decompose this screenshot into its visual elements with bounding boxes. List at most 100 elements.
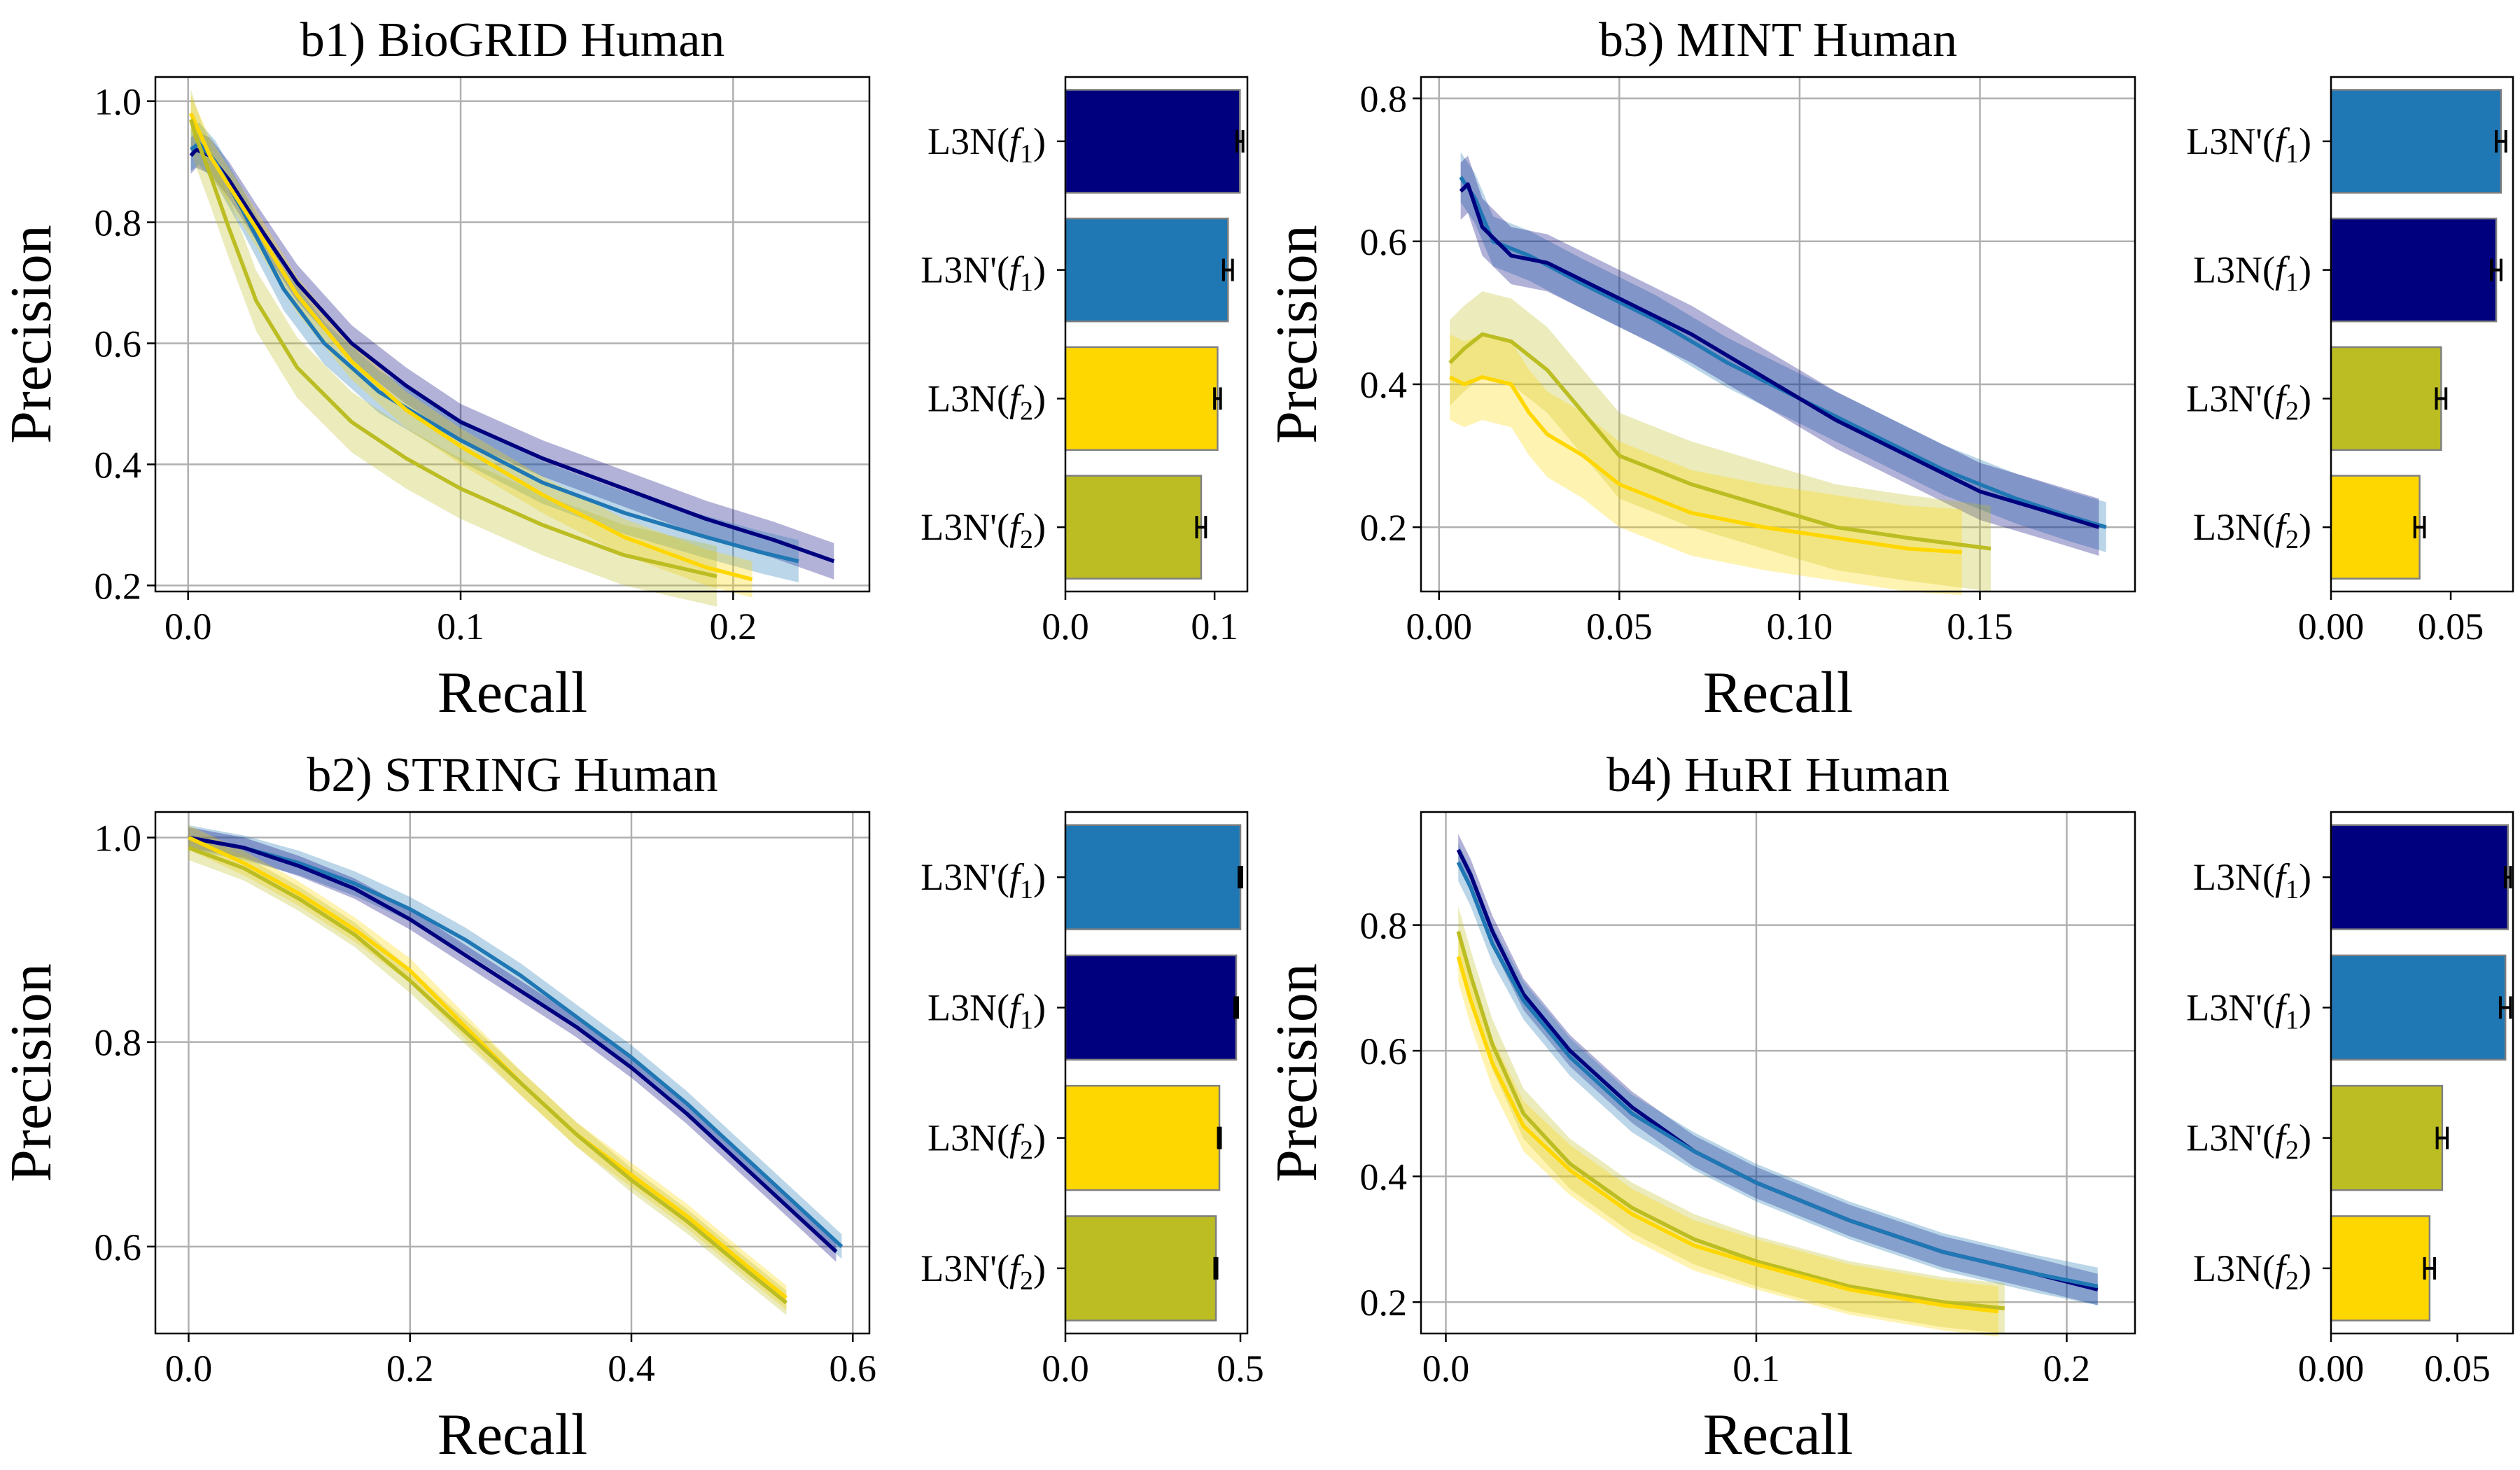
x-axis-label: Recall [1703, 1402, 1854, 1467]
bar-label: L3N(f2) [2193, 1247, 2311, 1296]
bar-label-name: L3N' [920, 856, 997, 898]
y-tick-label: 0.8 [1360, 905, 1408, 947]
bar-label-paren: ) [1033, 1117, 1046, 1159]
bar-L3N_f2 [1064, 346, 1219, 451]
bar-label-name: L3N' [2186, 377, 2262, 419]
y-tick-label: 0.6 [1360, 221, 1408, 263]
series-line-L3Nprime_f1 [188, 835, 844, 1248]
x-tick-label: 0.00 [2298, 606, 2365, 648]
y-tick-label: 1.0 [94, 818, 142, 860]
bar-label-subscript: 1 [1020, 875, 1033, 904]
series-line-L3N_f2 [1456, 955, 1999, 1314]
bar-label-name: L3N [927, 986, 997, 1028]
plot-frame [1420, 811, 2136, 1335]
bar-label-paren: ) [2299, 986, 2311, 1028]
y-tick-label: 0.4 [94, 444, 142, 486]
confidence-band-L3N_f1 [1460, 155, 2099, 556]
confidence-band-L3N_f2 [190, 94, 752, 598]
bar-label-paren: ( [2262, 986, 2275, 1028]
bar-label-subscript: 1 [2286, 1005, 2299, 1035]
x-tick-label: 0.1 [437, 606, 484, 648]
bar-label: L3N'(f1) [2186, 120, 2311, 169]
bar-label-paren: ( [2262, 120, 2275, 162]
bar-L3Nprime_f1 [1064, 824, 1242, 930]
plot-frame [154, 811, 871, 1335]
bar-L3N_f1 [2330, 217, 2498, 323]
y-tick-label: 0.8 [94, 202, 142, 244]
y-axis-label: Precision [1264, 963, 1329, 1182]
y-tick-label: 0.6 [1360, 1030, 1408, 1072]
bar-frame [1064, 76, 1249, 593]
bar-label: L3N'(f2) [920, 1247, 1046, 1296]
x-tick-label: 0.2 [2043, 1348, 2091, 1390]
line-panel-biogrid: 0.0 0.1 0.2 0.2 0.4 0.6 0.8 1.0 b1) BioGRID Huma… [0, 13, 871, 725]
bar-label-subscript: 2 [2286, 1266, 2299, 1296]
bar-label-paren: ) [1033, 1247, 1046, 1289]
bar-frame [1064, 811, 1249, 1335]
bar-label-subscript: 2 [1020, 1266, 1033, 1296]
bar-label-paren: ( [2262, 1247, 2275, 1289]
x-tick-label: 0.1 [1191, 606, 1238, 648]
x-tick-label: 0.2 [710, 606, 757, 648]
bar-label-paren: ) [2299, 1247, 2311, 1289]
series-line-L3N_f1 [188, 835, 838, 1254]
bar-panel-mint: L3N'(f1) L3N(f1) L3N'(f2) L3N(f2) 0.00 0.05 [2186, 76, 2514, 648]
bar-label: L3N(f1) [927, 120, 1046, 169]
x-axis-label: Recall [1703, 660, 1854, 725]
bar-label-subscript: 1 [2286, 268, 2299, 298]
bar-label-subscript: 1 [1020, 1005, 1033, 1035]
bar-label-paren: ) [2299, 377, 2311, 419]
x-tick-label: 0.0 [165, 1348, 213, 1390]
bar-label-name: L3N [927, 377, 997, 419]
line-panel-mint: 0.00 0.05 0.10 0.15 0.2 0.4 0.6 0.8 b3) MINT Hum… [1264, 13, 2136, 725]
confidence-band-L3Nprime_f2 [188, 835, 787, 1315]
y-axis-label: Precision [1264, 225, 1329, 444]
bar-label-paren: ( [997, 986, 1009, 1028]
bar-L3N_f1 [1064, 954, 1238, 1061]
x-tick-label: 0.2 [386, 1348, 434, 1390]
bar-label-subscript: 1 [2286, 139, 2299, 169]
bar-panel-biogrid: L3N(f1) L3N'(f1) L3N(f2) L3N'(f2) 0.0 0.1 [920, 76, 1249, 648]
series-line-L3Nprime_f2 [188, 846, 788, 1305]
bar-label-paren: ( [997, 249, 1009, 291]
x-tick-label: 0.0 [164, 606, 212, 648]
bar-label-paren: ) [1033, 249, 1046, 291]
bar-L3Nprime_f2 [1064, 475, 1203, 580]
plot-frame [154, 76, 871, 593]
bar-label: L3N(f2) [927, 377, 1046, 426]
bar-label-subscript: 1 [2286, 875, 2299, 904]
bar-label: L3N(f2) [2193, 506, 2311, 554]
bar-label-paren: ) [2299, 249, 2311, 291]
confidence-band-L3N_f2 [188, 825, 787, 1310]
bar-label-paren: ) [2299, 1117, 2311, 1159]
confidence-band-L3Nprime_f1 [1458, 843, 2098, 1306]
bar-label-paren: ( [2262, 1117, 2275, 1159]
series-line-L3Nprime_f2 [1448, 332, 1991, 551]
bar-label-paren: ) [2299, 856, 2311, 898]
bar-label-name: L3N' [920, 1247, 997, 1289]
series-line-L3Nprime_f2 [188, 118, 718, 579]
x-tick-label: 0.0 [1042, 606, 1089, 648]
bar-label: L3N'(f1) [920, 856, 1046, 904]
bar-label: L3N'(f2) [2186, 377, 2311, 426]
bar-label: L3N(f2) [927, 1117, 1046, 1166]
series-line-L3N_f1 [1456, 848, 2099, 1292]
bar-panel-string: L3N'(f1) L3N(f1) L3N(f2) L3N'(f2) 0.0 0.5 [920, 811, 1264, 1390]
x-tick-label: 0.00 [1406, 606, 1473, 648]
bar-label-subscript: 1 [1020, 139, 1033, 169]
y-tick-label: 0.6 [94, 323, 142, 365]
y-axis-label: Precision [0, 225, 64, 444]
line-panel-huri: 0.0 0.1 0.2 0.2 0.4 0.6 0.8 b4) HuRI Human Recal… [1264, 748, 2136, 1467]
bar-label-name: L3N [2193, 856, 2262, 898]
bar-label-name: L3N' [920, 249, 997, 291]
bar-label: L3N'(f1) [2186, 986, 2311, 1035]
x-tick-label: 0.5 [1217, 1348, 1264, 1390]
bar-L3Nprime_f1 [2330, 89, 2502, 194]
bar-label-name: L3N [2193, 506, 2262, 548]
confidence-band-L3Nprime_f2 [1458, 906, 2005, 1334]
series-line-L3Nprime_f1 [1456, 861, 2099, 1289]
y-tick-label: 0.2 [1360, 507, 1408, 549]
bar-label-paren: ) [2299, 506, 2311, 548]
bar-panel-huri: L3N(f1) L3N'(f1) L3N'(f2) L3N(f2) 0.00 0.05 [2186, 811, 2514, 1390]
